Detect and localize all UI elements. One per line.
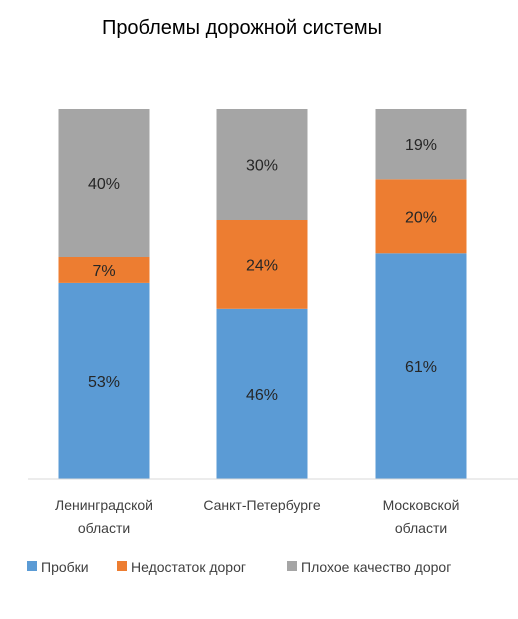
x-tick-label: Санкт-Петербурге xyxy=(203,497,320,513)
bar-segment-недостаток-дорог-2 xyxy=(216,220,308,309)
data-label: 61% xyxy=(405,359,437,376)
data-label: 19% xyxy=(405,137,437,154)
legend-swatch-пробки xyxy=(27,561,37,571)
bars-layer: 53% 7% 40% 46% 24% 30% 61% 20% 19% xyxy=(58,109,467,479)
legend-label-недостаток-дорог: Недостаток дорог xyxy=(131,559,246,575)
bar-segment-недостаток-дорог-3 xyxy=(375,179,467,254)
data-label: 40% xyxy=(88,176,120,193)
bar-segment-пробки-2 xyxy=(216,308,308,479)
x-tick-label: области xyxy=(395,520,447,536)
legend-label-плохое-качество-дорог: Плохое качество дорог xyxy=(301,559,451,575)
data-label: 20% xyxy=(405,209,437,226)
chart-title: Проблемы дорожной системы xyxy=(102,17,382,39)
data-label: 7% xyxy=(92,263,115,280)
bar-segment-плохое-качество-дорог-3 xyxy=(375,109,467,180)
bar-segment-плохое-качество-дорог-1 xyxy=(58,109,150,257)
bar-segment-пробки-3 xyxy=(375,253,467,479)
x-axis-labels: Ленинградской области Санкт-Петербурге Моск… xyxy=(55,497,459,536)
x-tick-label: области xyxy=(78,520,130,536)
legend-label-пробки: Пробки xyxy=(41,559,89,575)
legend-swatch-недостаток-дорог xyxy=(117,561,127,571)
bar-segment-пробки-1 xyxy=(58,282,150,479)
legend-swatch-плохое-качество-дорог xyxy=(287,561,297,571)
bar-segment-недостаток-дорог-1 xyxy=(58,257,150,283)
data-label: 30% xyxy=(246,158,278,175)
data-label: 46% xyxy=(246,387,278,404)
x-tick-label: Московской xyxy=(383,497,460,513)
data-label: 24% xyxy=(246,257,278,274)
data-label: 53% xyxy=(88,374,120,391)
x-tick-label: Ленинградской xyxy=(55,497,153,513)
legend: Пробки Недостаток дорог Плохое качество до… xyxy=(27,559,451,575)
bar-segment-плохое-качество-дорог-2 xyxy=(216,109,308,220)
